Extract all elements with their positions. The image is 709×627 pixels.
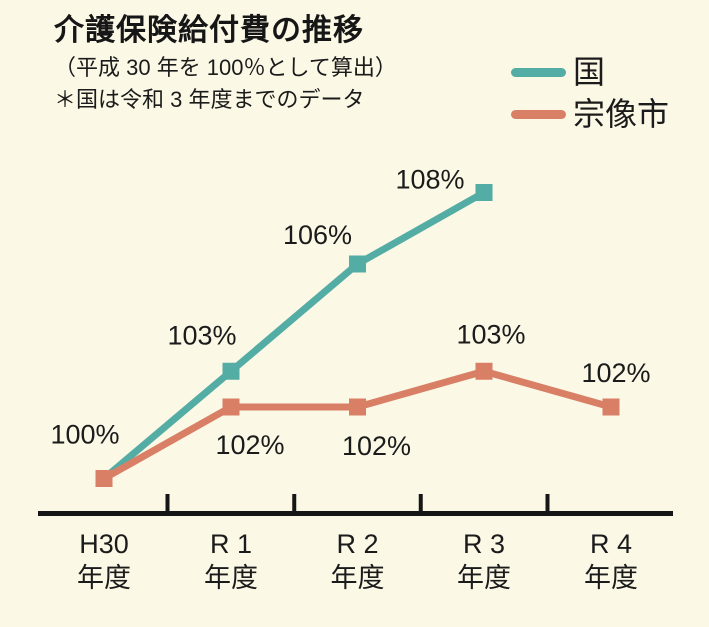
legend-item-munakata: 宗像市 (511, 93, 669, 135)
data-point-marker-munakata (95, 470, 113, 487)
legend-label-kuni: 国 (573, 54, 606, 90)
x-axis-category-label: R 2 年度 (331, 529, 385, 593)
data-point-marker-munakata (222, 398, 240, 416)
data-point-marker-munakata (602, 398, 620, 416)
x-axis-category-label: H30 年度 (77, 529, 131, 593)
data-point-value-label: 106% (283, 220, 352, 250)
data-point-value-label: 103% (167, 320, 236, 350)
data-point-marker-kuni (222, 362, 240, 380)
legend-label-munakata: 宗像市 (573, 96, 670, 132)
x-axis-category-label: R 1 年度 (204, 529, 258, 593)
legend-line-swatch-munakata (511, 109, 566, 119)
data-point-value-label: 102% (581, 358, 650, 388)
data-point-marker-munakata (475, 362, 493, 380)
chart-title: 介護保険給付費の推移 (54, 14, 364, 47)
data-point-value-label: 102% (342, 431, 411, 461)
data-point-value-label: 103% (456, 319, 525, 349)
chart-subtitle: （平成 30 年を 100％として算出） (54, 54, 397, 80)
chart-footnote: ＊国は令和 3 年度までのデータ (54, 87, 365, 113)
data-point-value-label: 108% (395, 165, 464, 195)
data-point-marker-kuni (349, 255, 366, 273)
legend: 国 宗像市 (511, 51, 669, 135)
chart-header: 介護保険給付費の推移 （平成 30 年を 100％として算出） ＊国は令和 3 … (54, 12, 397, 115)
legend-line-swatch-kuni (511, 67, 566, 77)
data-point-marker-munakata (349, 398, 366, 416)
x-axis-category-label: R 3 年度 (457, 529, 511, 593)
legend-item-kuni: 国 (511, 51, 669, 93)
x-axis-category-label: R 4 年度 (584, 529, 638, 593)
data-point-value-label: 100% (50, 420, 119, 450)
data-point-marker-kuni (475, 184, 493, 201)
series-line-munakata (102, 367, 612, 482)
series-line-kuni (101, 189, 486, 482)
data-point-value-label: 102% (215, 430, 284, 460)
